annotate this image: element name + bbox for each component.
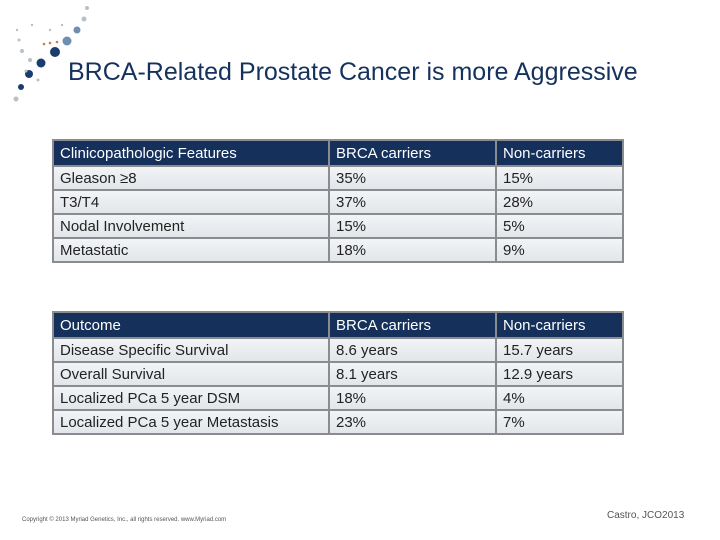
table-header-row: Clinicopathologic Features BRCA carriers…: [52, 139, 624, 167]
slide-title: BRCA-Related Prostate Cancer is more Agg…: [68, 58, 638, 86]
cell: Disease Specific Survival: [52, 337, 330, 363]
outcome-table: Outcome BRCA carriers Non-carriers Disea…: [52, 311, 624, 435]
cell: 8.6 years: [328, 337, 497, 363]
cell: Metastatic: [52, 237, 330, 263]
citation: Castro, JCO2013: [607, 510, 685, 521]
cell: Nodal Involvement: [52, 213, 330, 239]
cell: 9%: [495, 237, 624, 263]
clinicopathologic-table: Clinicopathologic Features BRCA carriers…: [52, 139, 624, 263]
cell: 15%: [328, 213, 497, 239]
copyright-text: Copyright © 2013 Myriad Genetics, Inc., …: [22, 517, 227, 523]
header-cell: Clinicopathologic Features: [52, 139, 330, 167]
table-row: Overall Survival 8.1 years 12.9 years: [52, 361, 624, 387]
table-row: Localized PCa 5 year Metastasis 23% 7%: [52, 409, 624, 435]
table-header-row: Outcome BRCA carriers Non-carriers: [52, 311, 624, 339]
header-cell: Non-carriers: [495, 311, 624, 339]
cell: 18%: [328, 385, 497, 411]
table-row: T3/T4 37% 28%: [52, 189, 624, 215]
cell: T3/T4: [52, 189, 330, 215]
table-row: Disease Specific Survival 8.6 years 15.7 y…: [52, 337, 624, 363]
cell: Localized PCa 5 year Metastasis: [52, 409, 330, 435]
cell: 8.1 years: [328, 361, 497, 387]
header-cell: BRCA carriers: [328, 139, 497, 167]
cell: 15.7 years: [495, 337, 624, 363]
cell: 15%: [495, 165, 624, 191]
cell: Overall Survival: [52, 361, 330, 387]
table-row: Metastatic 18% 9%: [52, 237, 624, 263]
table-row: Localized PCa 5 year DSM 18% 4%: [52, 385, 624, 411]
header-cell: Outcome: [52, 311, 330, 339]
cell-text: Gleason ≥8: [60, 169, 137, 187]
header-cell: Non-carriers: [495, 139, 624, 167]
cell: 4%: [495, 385, 624, 411]
cell: 28%: [495, 189, 624, 215]
cell: 37%: [328, 189, 497, 215]
cell: 18%: [328, 237, 497, 263]
cell: Localized PCa 5 year DSM: [52, 385, 330, 411]
feature-cell: Gleason ≥8: [52, 165, 330, 191]
table-row: Nodal Involvement 15% 5%: [52, 213, 624, 239]
cell: 12.9 years: [495, 361, 624, 387]
cell: 35%: [328, 165, 497, 191]
cell: 23%: [328, 409, 497, 435]
cell: 7%: [495, 409, 624, 435]
header-cell: BRCA carriers: [328, 311, 497, 339]
table-row: Gleason ≥8 35% 15%: [52, 165, 624, 191]
cell: 5%: [495, 213, 624, 239]
logo-dots-icon: [13, 6, 89, 102]
